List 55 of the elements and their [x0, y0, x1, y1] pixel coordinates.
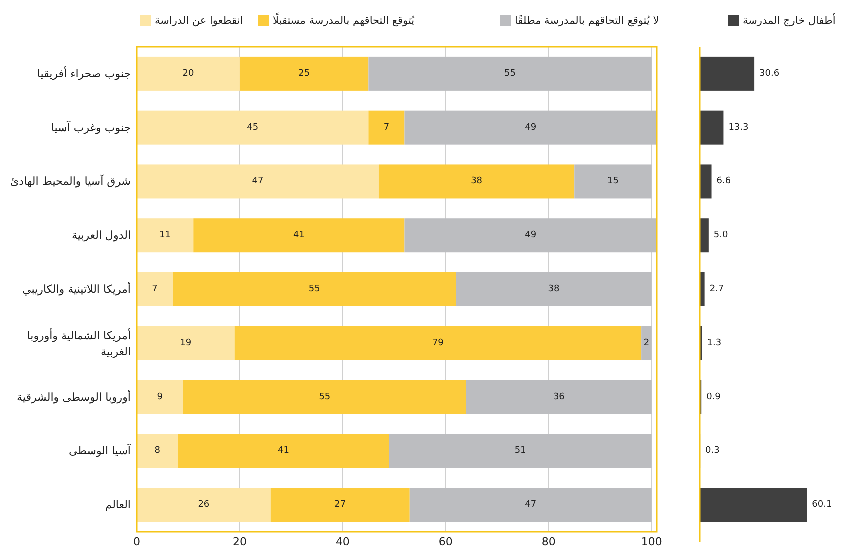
data-label: 47	[525, 500, 537, 510]
legend-label: لا يُتوقع التحاقهم بالمدرسة مطلقًا	[515, 15, 660, 27]
data-label: 5.0	[714, 230, 728, 241]
data-label: 41	[278, 446, 290, 456]
data-label: 30.6	[760, 68, 780, 79]
x-tick-label: 100	[641, 536, 662, 548]
data-label: 13.3	[728, 122, 749, 133]
y-tick-label: جنوب صحراء أفريقيا	[37, 66, 131, 80]
data-label: 9	[157, 392, 164, 402]
data-label: 49	[525, 122, 537, 133]
data-label: 25	[298, 68, 310, 79]
data-label: 45	[247, 122, 259, 133]
data-label: 8	[154, 446, 161, 456]
legend-label: يُتوقع التحاقهم بالمدرسة مستقبلًا	[273, 12, 416, 27]
y-tick-label: أوروبا الوسطى والشرقية	[17, 390, 131, 404]
y-tick-label: شرق آسيا والمحيط الهادئ	[10, 174, 131, 188]
data-label: 19	[180, 338, 192, 348]
data-label: 7	[384, 122, 390, 133]
data-label: 2	[644, 338, 650, 348]
y-tick-label: آسيا الوسطى	[69, 444, 132, 458]
x-tick-label: 60	[438, 536, 453, 548]
data-label: 6.6	[716, 176, 732, 187]
data-label: 2.7	[710, 284, 724, 294]
data-label: 47	[252, 176, 264, 187]
data-label: 15	[608, 176, 619, 187]
data-label: 26	[198, 500, 210, 510]
y-tick-label: جنوب وغرب آسيا	[51, 120, 131, 134]
data-label: 0.9	[706, 392, 722, 402]
y-tick-label: أمريكا اللاتينية والكاريبي	[22, 282, 131, 296]
legend-label: أطفال خارج المدرسة	[743, 13, 836, 27]
y-tick-label: أمريكا الشمالية وأوروبا الغربية	[27, 328, 131, 358]
x-tick-label: 80	[542, 536, 556, 548]
data-label: 55	[308, 284, 320, 294]
data-label: 7	[152, 284, 158, 294]
data-label: 55	[319, 392, 331, 402]
x-tick-label: 40	[336, 536, 350, 548]
data-label: 1.3	[707, 338, 722, 348]
data-label: 36	[553, 392, 566, 402]
data-label: 20	[182, 68, 194, 79]
data-label: 55	[504, 68, 516, 79]
data-label: 60.1	[812, 500, 832, 510]
data-label: 27	[334, 500, 346, 510]
data-label: 79	[432, 338, 444, 348]
data-label: 11	[160, 230, 172, 241]
data-label: 38	[548, 284, 560, 294]
y-tick-label: الدول العربية	[72, 229, 131, 242]
data-label: 41	[293, 230, 305, 241]
data-label: 49	[525, 230, 537, 241]
x-tick-label: 0	[134, 536, 140, 548]
data-label: 51	[514, 446, 526, 456]
data-label: 38	[471, 176, 483, 187]
data-label: 0.3	[706, 446, 720, 456]
x-tick-label: 20	[232, 536, 247, 548]
legend-label: انقطعوا عن الدراسة	[155, 15, 244, 27]
y-tick-label: العالم	[105, 498, 131, 512]
